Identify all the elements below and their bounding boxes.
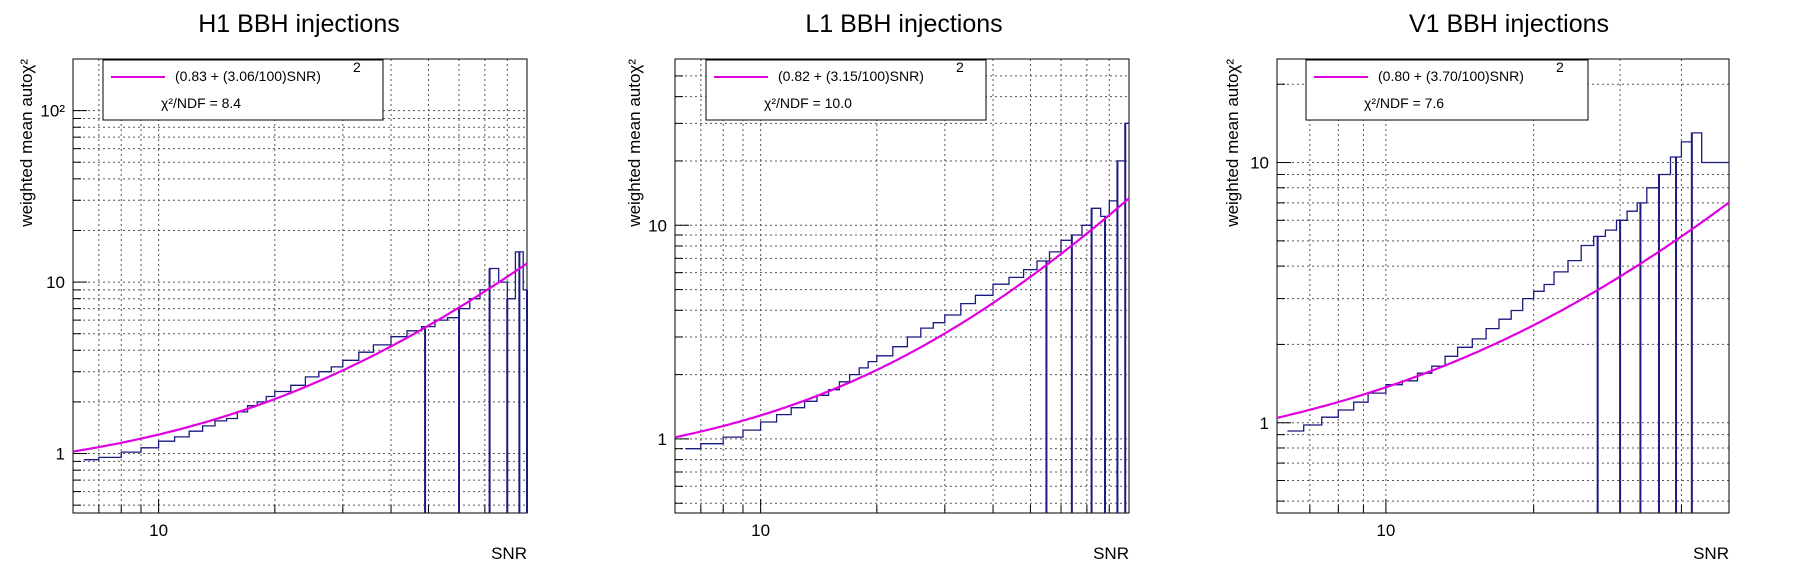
legend-fit-exponent: 2 [1556,59,1564,75]
chart-panel-1: (0.83 + (3.06/100)SNR) 2 χ²/NDF = 8.4 H1 BB… [17,10,528,563]
x-tick-label: 10 [751,521,770,540]
fit-curve [1276,201,1730,419]
plot-frame [674,58,1130,514]
y-axis-label: weighted mean autoχ² [625,59,644,228]
legend-fit-label: (0.80 + (3.70/100)SNR) [1378,68,1524,84]
x-tick-label: 10 [149,521,168,540]
chart-panel-2: (0.82 + (3.15/100)SNR) 2 χ²/NDF = 10.0 L1 B… [625,10,1130,563]
legend-fit-stat: χ²/NDF = 10.0 [764,95,852,111]
fit-curve [72,262,528,453]
x-axis-label: SNR [1693,544,1729,563]
legend-fit-label: (0.83 + (3.06/100)SNR) [175,68,321,84]
y-tick-label: 10 [648,216,667,235]
legend-fit-label: (0.82 + (3.15/100)SNR) [778,68,924,84]
fit-curve [674,197,1130,439]
legend-fit-stat: χ²/NDF = 8.4 [161,95,241,111]
chart-title: L1 BBH injections [805,10,1002,38]
legend-fit-stat: χ²/NDF = 7.6 [1364,95,1444,111]
x-axis-label: SNR [491,544,527,563]
x-tick-label: 10 [1376,521,1395,540]
axis-ticks [73,110,508,513]
y-axis-label: weighted mean autoχ² [17,59,36,228]
plot-frame [1276,58,1730,514]
legend-fit-exponent: 2 [956,59,964,75]
chart-title: H1 BBH injections [198,10,399,38]
data-series-1 [685,122,1129,450]
y-axis-label: weighted mean autoχ² [1223,59,1242,228]
grid [73,59,527,513]
x-axis-label: SNR [1093,544,1129,563]
legend-box [102,59,384,121]
grid [1277,59,1729,513]
y-tick-label: 10 [1250,154,1269,173]
legend-fit-exponent: 2 [353,59,361,75]
y-tick-label: 10² [40,102,65,121]
plot-area [1277,59,1729,513]
chart-title: V1 BBH injections [1409,10,1609,38]
plot-area [675,59,1129,513]
axis-ticks [675,75,1110,513]
y-tick-label: 1 [658,430,667,449]
y-tick-label: 1 [1260,414,1269,433]
data-series-1 [1287,132,1729,432]
axis-ticks [1277,83,1682,513]
plot-frame [72,58,528,514]
y-tick-label: 10 [46,273,65,292]
chart-panel-3: (0.80 + (3.70/100)SNR) 2 χ²/NDF = 7.6 V1 BB… [1223,10,1730,563]
y-tick-label: 1 [56,445,65,464]
legend-box [1305,59,1589,121]
legend-box [705,59,987,121]
